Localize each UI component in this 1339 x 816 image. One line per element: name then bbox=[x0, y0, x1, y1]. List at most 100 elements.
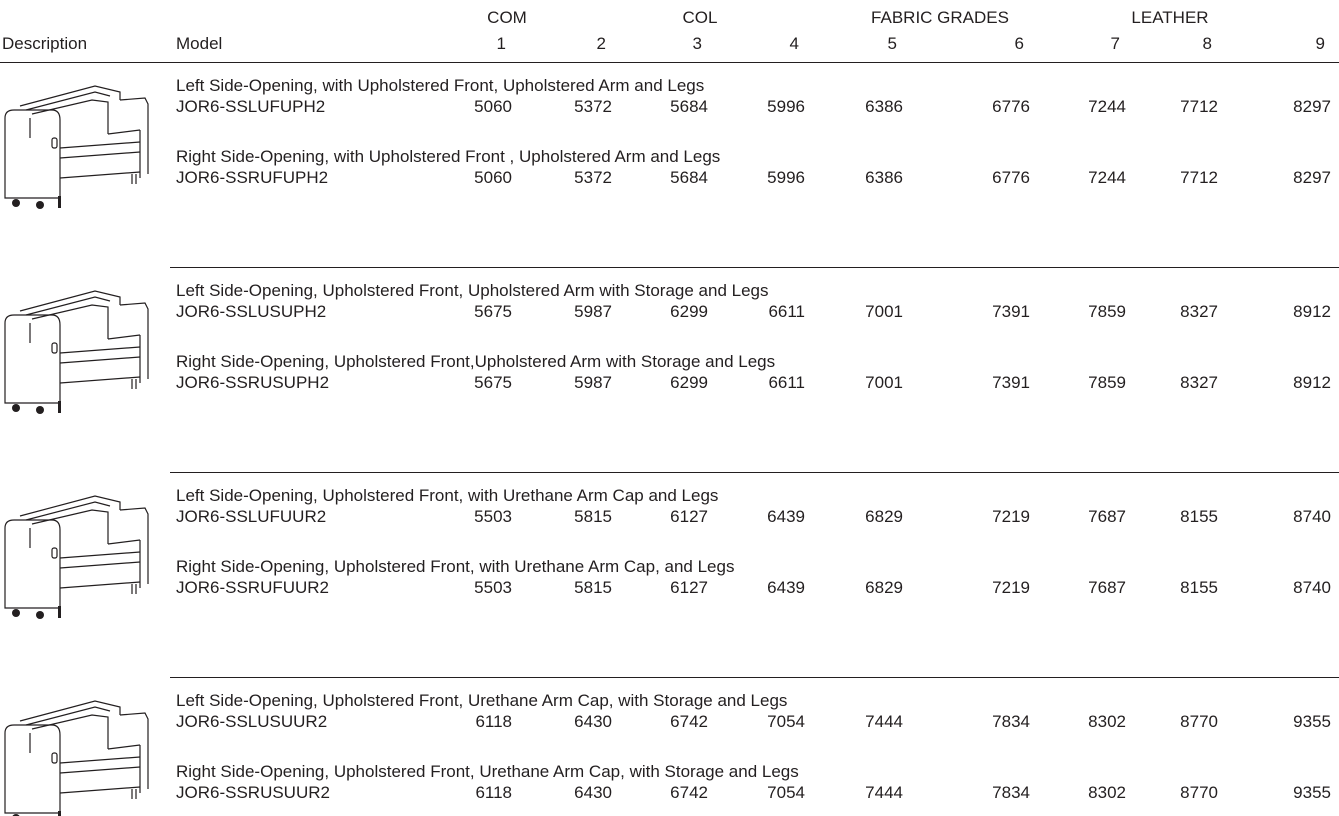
price: 7391 bbox=[992, 373, 1030, 392]
price: 7391 bbox=[992, 302, 1030, 321]
price: 8297 bbox=[1293, 97, 1331, 116]
price: 5372 bbox=[574, 168, 612, 187]
price: 7834 bbox=[992, 712, 1030, 731]
price: 6742 bbox=[670, 783, 708, 802]
price: 5675 bbox=[474, 302, 512, 321]
price: 5684 bbox=[670, 97, 708, 116]
product-description: Left Side-Opening, Upholstered Front, wi… bbox=[176, 486, 719, 505]
price: 8740 bbox=[1293, 578, 1331, 597]
header-rule bbox=[0, 62, 1339, 63]
grade-header: 9 bbox=[1315, 34, 1325, 53]
chair-image bbox=[4, 700, 149, 816]
price: 9355 bbox=[1293, 783, 1331, 802]
price: 5503 bbox=[474, 578, 512, 597]
grade-header: 1 bbox=[496, 34, 506, 53]
price: 6299 bbox=[670, 373, 708, 392]
group-header: COL bbox=[682, 8, 718, 27]
price: 8155 bbox=[1180, 578, 1218, 597]
price: 6776 bbox=[992, 168, 1030, 187]
column-header: Model bbox=[176, 34, 223, 53]
price: 7712 bbox=[1180, 168, 1218, 187]
price: 6118 bbox=[475, 783, 512, 802]
model-number: JOR6-SSLUSUUR2 bbox=[176, 712, 328, 731]
price: 5372 bbox=[574, 97, 612, 116]
price: 5060 bbox=[474, 168, 512, 187]
grade-header: 4 bbox=[789, 34, 799, 53]
price: 5996 bbox=[767, 168, 805, 187]
price: 6386 bbox=[865, 168, 903, 187]
price: 7054 bbox=[767, 783, 805, 802]
price: 7001 bbox=[865, 373, 903, 392]
price: 7219 bbox=[992, 578, 1030, 597]
price: 6430 bbox=[574, 712, 612, 731]
price: 5987 bbox=[574, 373, 612, 392]
product-description: Right Side-Opening, Upholstered Front, U… bbox=[176, 762, 799, 781]
product-description: Left Side-Opening, Upholstered Front, Up… bbox=[176, 281, 769, 300]
price: 8327 bbox=[1180, 302, 1218, 321]
model-number: JOR6-SSLUSUPH2 bbox=[176, 302, 327, 321]
chair-image bbox=[4, 290, 149, 414]
group-header: LEATHER bbox=[1131, 8, 1209, 27]
price: 6299 bbox=[670, 302, 708, 321]
price: 8302 bbox=[1088, 712, 1126, 731]
grade-header: 3 bbox=[692, 34, 702, 53]
price: 7001 bbox=[865, 302, 903, 321]
product-description: Left Side-Opening, Upholstered Front, Ur… bbox=[176, 691, 788, 710]
price: 7687 bbox=[1088, 578, 1126, 597]
price: 6829 bbox=[865, 578, 903, 597]
price: 5503 bbox=[474, 507, 512, 526]
section-rule bbox=[170, 472, 1339, 473]
price: 7712 bbox=[1180, 97, 1218, 116]
model-number: JOR6-SSLUFUUR2 bbox=[176, 507, 327, 526]
price: 8740 bbox=[1293, 507, 1331, 526]
price: 8327 bbox=[1180, 373, 1218, 392]
product-description: Left Side-Opening, with Upholstered Fron… bbox=[176, 76, 705, 95]
price: 6776 bbox=[992, 97, 1030, 116]
price: 9355 bbox=[1293, 712, 1331, 731]
group-header: FABRIC GRADES bbox=[871, 8, 1009, 27]
grade-header: 7 bbox=[1110, 34, 1120, 53]
section-rule bbox=[170, 267, 1339, 268]
price: 7444 bbox=[865, 783, 903, 802]
price: 5815 bbox=[574, 578, 612, 597]
model-number: JOR6-SSLUFUPH2 bbox=[176, 97, 326, 116]
price: 8770 bbox=[1180, 783, 1218, 802]
product-description: Right Side-Opening, with Upholstered Fro… bbox=[176, 147, 721, 166]
price: 7859 bbox=[1088, 302, 1126, 321]
price: 8155 bbox=[1180, 507, 1218, 526]
price: 7687 bbox=[1088, 507, 1126, 526]
price: 7444 bbox=[865, 712, 903, 731]
price: 6742 bbox=[670, 712, 708, 731]
column-header: Description bbox=[2, 34, 88, 53]
price: 6386 bbox=[865, 97, 903, 116]
price: 6430 bbox=[574, 783, 612, 802]
price: 5996 bbox=[767, 97, 805, 116]
section-rule bbox=[170, 677, 1339, 678]
price: 7054 bbox=[767, 712, 805, 731]
price: 8912 bbox=[1293, 302, 1331, 321]
price: 8770 bbox=[1180, 712, 1218, 731]
price: 7244 bbox=[1088, 97, 1126, 116]
model-number: JOR6-SSRUFUUR2 bbox=[176, 578, 330, 597]
price: 6127 bbox=[670, 578, 708, 597]
price: 5675 bbox=[474, 373, 512, 392]
price: 7859 bbox=[1088, 373, 1126, 392]
grade-header: 2 bbox=[596, 34, 606, 53]
group-header: COM bbox=[487, 8, 527, 27]
price: 6127 bbox=[670, 507, 708, 526]
chair-image bbox=[4, 495, 149, 619]
price: 6611 bbox=[768, 373, 805, 392]
model-number: JOR6-SSRUSUPH2 bbox=[176, 373, 330, 392]
price: 6118 bbox=[475, 712, 512, 731]
price: 6439 bbox=[767, 578, 805, 597]
price: 5987 bbox=[574, 302, 612, 321]
model-number: JOR6-SSRUSUUR2 bbox=[176, 783, 330, 802]
product-description: Right Side-Opening, Upholstered Front, w… bbox=[176, 557, 735, 576]
price: 7244 bbox=[1088, 168, 1126, 187]
product-description: Right Side-Opening, Upholstered Front,Up… bbox=[176, 352, 776, 371]
grade-header: 5 bbox=[887, 34, 897, 53]
price: 6829 bbox=[865, 507, 903, 526]
price: 6611 bbox=[768, 302, 805, 321]
price: 7834 bbox=[992, 783, 1030, 802]
